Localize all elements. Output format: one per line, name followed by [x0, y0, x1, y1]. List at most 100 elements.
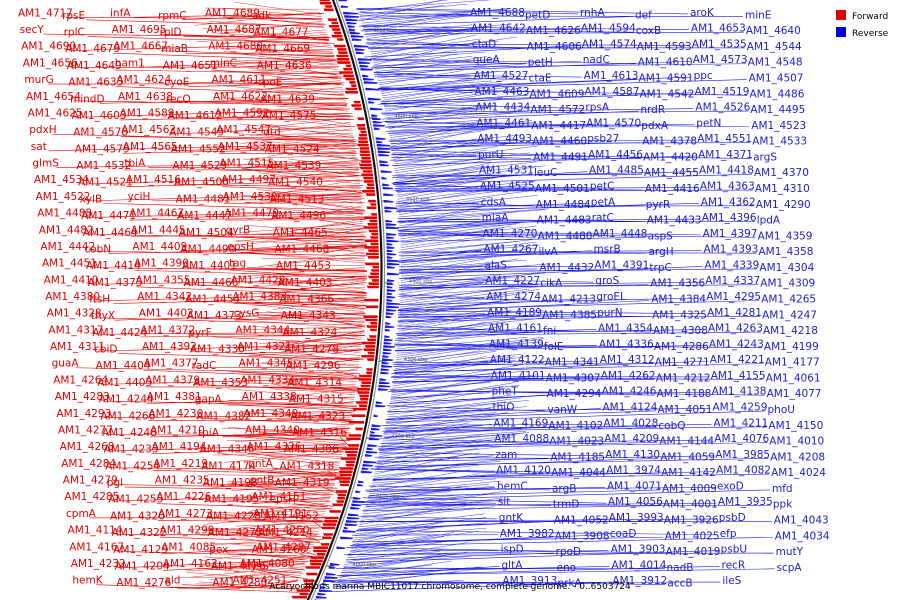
reverse-gene-feature	[358, 61, 371, 64]
forward-connector	[129, 217, 366, 221]
reverse-gene-label: hemC	[497, 480, 528, 492]
reverse-connector	[380, 80, 492, 90]
forward-connector	[248, 68, 340, 75]
reverse-gene-feature	[359, 64, 369, 68]
forward-connector	[254, 62, 337, 73]
forward-connector	[185, 564, 306, 572]
reverse-connector	[360, 502, 551, 506]
reverse-connector	[391, 134, 522, 149]
reverse-connector	[391, 377, 764, 380]
reverse-connector	[400, 288, 508, 301]
reverse-gene-feature	[330, 562, 340, 566]
reverse-connector	[397, 221, 535, 231]
forward-gene-feature	[366, 338, 376, 342]
forward-gene-label: AM1_4251	[232, 575, 287, 587]
forward-connector	[247, 447, 347, 454]
reverse-gene-label: AM1_4485	[589, 165, 644, 177]
reverse-connector	[368, 483, 489, 497]
forward-connector	[207, 36, 332, 48]
forward-connector	[223, 51, 336, 61]
reverse-gene-label: AM1_4267	[484, 244, 539, 256]
forward-gene-label: AM1_4296	[286, 360, 341, 372]
reverse-connector	[395, 350, 481, 365]
forward-connector	[256, 132, 353, 135]
reverse-gene-label: petA	[591, 196, 616, 208]
reverse-connector	[374, 56, 473, 68]
forward-connector	[83, 193, 363, 202]
reverse-connector	[348, 552, 774, 555]
forward-connector	[259, 192, 362, 201]
reverse-gene-label: AM1_4461	[476, 117, 531, 129]
reverse-gene-feature	[366, 447, 374, 450]
reverse-connector	[398, 186, 509, 207]
forward-connector	[233, 319, 363, 330]
reverse-connector	[397, 326, 502, 343]
forward-connector	[214, 550, 311, 554]
forward-connector	[256, 49, 333, 52]
forward-connector	[268, 293, 365, 299]
reverse-gene-label: groS	[595, 275, 619, 287]
reverse-gene-label: nadB	[667, 562, 694, 574]
reverse-connector	[363, 493, 495, 512]
reverse-connector	[351, 534, 438, 548]
forward-gene-label: AM1_4695	[112, 24, 167, 36]
reverse-gene-label: AM1_4082	[716, 465, 771, 477]
reverse-gene-feature	[386, 285, 393, 289]
forward-gene-feature	[303, 582, 314, 586]
forward-gene-feature	[361, 341, 376, 345]
forward-connector	[275, 388, 356, 400]
forward-gene-label: AM1_4228	[206, 510, 261, 522]
reverse-connector	[397, 334, 498, 345]
forward-connector	[246, 157, 357, 168]
reverse-gene-label: AM1_4341	[545, 357, 600, 369]
forward-gene-feature	[312, 549, 327, 553]
forward-gene-feature	[370, 203, 377, 206]
forward-connector	[210, 560, 310, 569]
reverse-gene-label: AM1_4101	[491, 370, 546, 382]
reverse-gene-feature	[382, 183, 390, 186]
reverse-connector	[338, 566, 720, 577]
forward-gene-feature	[309, 562, 322, 566]
reverse-gene-feature	[363, 77, 375, 81]
forward-gene-feature	[366, 358, 374, 361]
forward-gene-label: AM1_4377	[144, 358, 199, 370]
forward-gene-label: AM1_4373	[187, 310, 242, 322]
forward-connector	[234, 434, 347, 443]
forward-connector	[239, 302, 364, 310]
forward-connector	[275, 280, 365, 294]
reverse-gene-label: AM1_4533	[752, 136, 807, 148]
forward-connector	[86, 233, 367, 241]
forward-gene-label: AM1_4195	[204, 494, 259, 506]
forward-connector	[243, 44, 332, 55]
forward-connector	[285, 346, 361, 352]
reverse-gene-feature	[343, 526, 349, 530]
reverse-connector	[400, 288, 530, 306]
reverse-gene-feature	[348, 513, 359, 516]
forward-connector	[280, 113, 351, 125]
forward-gene-feature	[357, 140, 369, 144]
forward-gene-feature	[359, 397, 369, 401]
forward-gene-label: pdxH	[29, 124, 56, 136]
forward-connector	[251, 244, 367, 252]
forward-gene-label: tbiA	[124, 158, 146, 170]
reverse-gene-label: folE	[544, 341, 564, 353]
forward-gene-label: AM1_4232	[71, 558, 126, 570]
reverse-gene-label: AM1_4213	[541, 294, 596, 306]
forward-gene-feature	[320, 543, 330, 546]
scale-tick-label: 4500 kbp	[406, 197, 430, 203]
reverse-gene-feature	[386, 295, 396, 299]
forward-gene-label: AM1_4669	[255, 43, 310, 55]
reverse-gene-feature	[385, 226, 400, 229]
forward-connector	[206, 537, 317, 546]
forward-connector	[240, 531, 315, 543]
forward-gene-feature	[366, 206, 377, 210]
reverse-connector	[393, 137, 494, 160]
forward-gene-label: AM1_4481	[176, 193, 231, 205]
reverse-gene-label: AM1_4570	[586, 117, 641, 129]
forward-gene-feature	[359, 147, 370, 150]
reverse-gene-label: AM1_4308	[653, 325, 708, 337]
reverse-gene-label: AM1_4448	[593, 228, 648, 240]
forward-gene-label: AM1_4651	[163, 60, 218, 72]
forward-gene-label: AM1_4230	[148, 408, 203, 420]
forward-gene-label: AM1_4381	[147, 391, 202, 403]
